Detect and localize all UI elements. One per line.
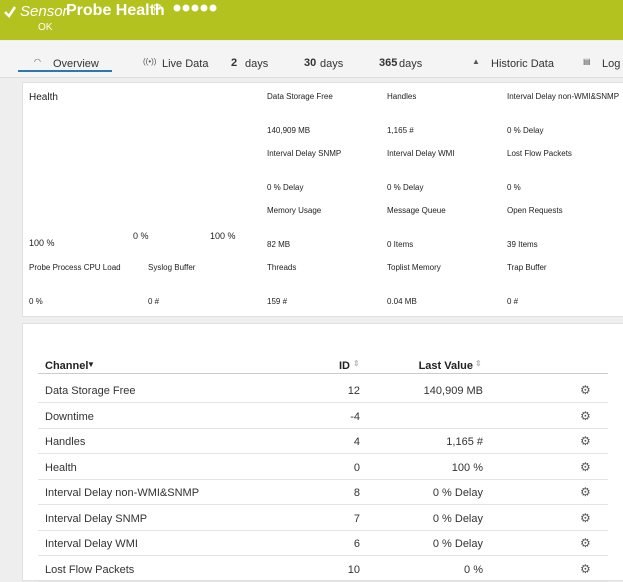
settings-icon[interactable]: ⚙ xyxy=(580,562,591,576)
gauge-value: 140,909 MB xyxy=(267,126,310,135)
channel-id: 12 xyxy=(348,385,360,397)
column-header[interactable]: Last Value xyxy=(419,360,473,372)
tab-number[interactable]: 2 xyxy=(231,57,237,69)
channel-value: 1,165 # xyxy=(446,436,483,448)
sort-icon[interactable]: ⇕ xyxy=(475,359,482,368)
tab-number[interactable]: 30 xyxy=(304,57,316,69)
tab-icon: ((•)) xyxy=(143,57,156,66)
health-label: Health xyxy=(29,92,58,103)
tab-label[interactable]: Historic Data xyxy=(491,58,554,70)
gauge-value: 82 MB xyxy=(267,240,290,249)
gauge-label: Lost Flow Packets xyxy=(507,149,572,158)
gauge-label: Toplist Memory xyxy=(387,263,441,272)
tab-label[interactable]: days xyxy=(245,58,268,70)
gauge-value: 0 % xyxy=(507,183,521,192)
channel-name[interactable]: Handles xyxy=(45,436,85,448)
gauge-value: 0 % xyxy=(29,297,43,306)
channel-id: -4 xyxy=(350,411,360,423)
header-line xyxy=(38,373,608,374)
sort-icon[interactable]: ⇕ xyxy=(353,359,360,368)
settings-icon[interactable]: ⚙ xyxy=(580,536,591,550)
sort-icon[interactable]: ▼ xyxy=(87,360,95,369)
tab-icon: ◠ xyxy=(34,57,41,66)
tab-label[interactable]: Live Data xyxy=(162,58,208,70)
channel-value: 140,909 MB xyxy=(424,385,483,397)
gauge-label: Syslog Buffer xyxy=(148,263,195,272)
channel-name[interactable]: Interval Delay non-WMI&SNMP xyxy=(45,487,199,499)
column-header[interactable]: Channel xyxy=(45,360,88,372)
row-line xyxy=(38,581,608,582)
gauge-label: Memory Usage xyxy=(267,206,321,215)
tab-label[interactable]: Overview xyxy=(53,58,99,70)
health-max: 100 % xyxy=(210,231,236,241)
row-line xyxy=(38,530,608,531)
channel-id: 8 xyxy=(354,487,360,499)
health-cell xyxy=(27,88,262,250)
tab-label[interactable]: days xyxy=(399,58,422,70)
health-min: 0 % xyxy=(133,231,149,241)
gauge-value: 0 % Delay xyxy=(267,183,303,192)
channel-id: 4 xyxy=(354,436,360,448)
channel-value: 0 % Delay xyxy=(433,487,483,499)
channel-id: 6 xyxy=(354,538,360,550)
gauge-label: Message Queue xyxy=(387,206,446,215)
channel-name[interactable]: Health xyxy=(45,462,77,474)
channel-name[interactable]: Data Storage Free xyxy=(45,385,136,397)
gauge-label: Threads xyxy=(267,263,296,272)
settings-icon[interactable]: ⚙ xyxy=(580,434,591,448)
channel-value: 0 % xyxy=(464,564,483,576)
tab-number[interactable]: 365 xyxy=(379,57,397,69)
gauge-label: Interval Delay SNMP xyxy=(267,149,341,158)
gauge-label: Interval Delay WMI xyxy=(387,149,455,158)
row-line xyxy=(38,479,608,480)
channel-id: 0 xyxy=(354,462,360,474)
gauge-label: Open Requests xyxy=(507,206,563,215)
gauge-value: 0 # xyxy=(507,297,518,306)
gauge-value: 0.04 MB xyxy=(387,297,417,306)
gauge-value: 159 # xyxy=(267,297,287,306)
channel-value: 0 % Delay xyxy=(433,513,483,525)
tab-label[interactable]: Log xyxy=(602,58,620,70)
channel-value: 100 % xyxy=(452,462,483,474)
channel-name[interactable]: Interval Delay SNMP xyxy=(45,513,147,525)
tab-icon: ▤ xyxy=(583,57,591,66)
gauge-value: 0 % Delay xyxy=(507,126,543,135)
column-header[interactable]: ID xyxy=(339,360,350,372)
channel-id: 7 xyxy=(354,513,360,525)
settings-icon[interactable]: ⚙ xyxy=(580,485,591,499)
settings-icon[interactable]: ⚙ xyxy=(580,383,591,397)
row-line xyxy=(38,504,608,505)
gauge-value: 1,165 # xyxy=(387,126,414,135)
health-value: 100 % xyxy=(29,238,55,248)
channel-name[interactable]: Interval Delay WMI xyxy=(45,538,138,550)
row-line xyxy=(38,453,608,454)
channel-value: 0 % Delay xyxy=(433,538,483,550)
gauge-label: Trap Buffer xyxy=(507,263,547,272)
settings-icon[interactable]: ⚙ xyxy=(580,460,591,474)
tab-icon: ▲ xyxy=(472,57,480,66)
tab-label[interactable]: days xyxy=(320,58,343,70)
gauge-value: 0 % Delay xyxy=(387,183,423,192)
settings-icon[interactable]: ⚙ xyxy=(580,511,591,525)
row-line xyxy=(38,402,608,403)
channel-id: 10 xyxy=(348,564,360,576)
channel-name[interactable]: Lost Flow Packets xyxy=(45,564,134,576)
gauge-value: 0 # xyxy=(148,297,159,306)
gauge-label: Handles xyxy=(387,92,416,101)
gauge-label: Data Storage Free xyxy=(267,92,333,101)
gauge-label: Probe Process CPU Load xyxy=(29,263,121,272)
row-line xyxy=(38,428,608,429)
gauge-value: 39 Items xyxy=(507,240,538,249)
gauge-label: Interval Delay non-WMI&SNMP xyxy=(507,92,619,101)
row-line xyxy=(38,555,608,556)
channel-name[interactable]: Downtime xyxy=(45,411,94,423)
gauge-value: 0 Items xyxy=(387,240,413,249)
settings-icon[interactable]: ⚙ xyxy=(580,409,591,423)
